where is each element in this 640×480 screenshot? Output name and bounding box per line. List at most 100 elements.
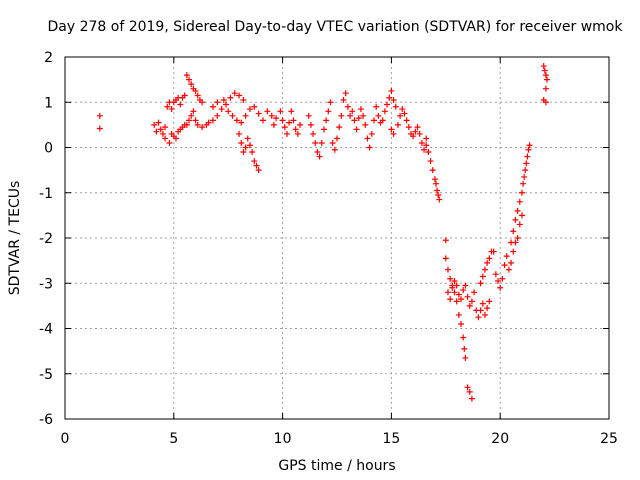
data-point (447, 275, 454, 282)
data-point (444, 266, 451, 273)
data-point (423, 135, 430, 142)
chart-title: Day 278 of 2019, Sidereal Day-to-day VTE… (48, 19, 624, 35)
data-point (355, 115, 362, 122)
data-point (279, 117, 286, 124)
data-point (427, 158, 434, 165)
y-tick-label: 2 (44, 50, 53, 66)
data-point (183, 121, 190, 128)
data-point (246, 142, 253, 149)
data-point (460, 334, 467, 341)
data-point (384, 101, 391, 108)
data-point (327, 99, 334, 106)
data-point (188, 112, 195, 119)
data-point (464, 293, 471, 300)
data-point (364, 135, 371, 142)
data-point (347, 112, 354, 119)
grid-lines (65, 57, 609, 419)
data-point (503, 253, 510, 260)
data-point (484, 259, 491, 266)
data-point (418, 139, 425, 146)
data-point (453, 298, 460, 305)
data-point (351, 117, 358, 124)
data-point (526, 142, 533, 149)
x-tick-label: 0 (61, 431, 70, 447)
data-point (455, 291, 462, 298)
data-point (246, 106, 253, 113)
data-point (375, 112, 382, 119)
data-point (310, 130, 317, 137)
data-point (460, 287, 467, 294)
data-point (153, 128, 160, 135)
data-point (172, 135, 179, 142)
data-point (490, 248, 497, 255)
data-point (390, 96, 397, 103)
data-point (451, 277, 458, 284)
data-point (421, 146, 428, 153)
data-point (522, 167, 529, 174)
y-tick-label: 1 (44, 95, 53, 111)
data-point (268, 112, 275, 119)
data-point (227, 94, 234, 101)
data-point (405, 124, 412, 131)
x-axis-label: GPS time / hours (278, 458, 395, 474)
data-point (394, 121, 401, 128)
x-tick-label: 25 (600, 431, 618, 447)
data-point (401, 110, 408, 117)
y-tick-label: -4 (39, 322, 53, 338)
data-point (484, 305, 491, 312)
data-point (516, 198, 523, 205)
y-tick-label: -3 (39, 276, 53, 292)
data-point (168, 106, 175, 113)
data-point (214, 99, 221, 106)
data-point (236, 92, 243, 99)
data-point (194, 92, 201, 99)
data-point (475, 314, 482, 321)
data-point (379, 117, 386, 124)
data-point (542, 85, 549, 92)
data-point (434, 187, 441, 194)
data-point (461, 345, 468, 352)
y-tick-label: -2 (39, 231, 53, 247)
data-point (495, 277, 502, 284)
data-point (360, 112, 367, 119)
plot-frame (64, 56, 610, 420)
y-tick-label: -1 (39, 186, 53, 202)
data-point (510, 248, 517, 255)
data-point (157, 126, 164, 133)
data-point (433, 180, 440, 187)
data-point (192, 117, 199, 124)
data-point (462, 354, 469, 361)
data-point (270, 121, 277, 128)
data-point (412, 128, 419, 135)
data-point (436, 196, 443, 203)
data-point (164, 103, 171, 110)
data-point (416, 130, 423, 137)
data-point (462, 282, 469, 289)
data-point (486, 255, 493, 262)
data-point (323, 117, 330, 124)
data-point (199, 99, 206, 106)
data-point (423, 142, 430, 149)
data-point (399, 106, 406, 113)
data-point (260, 117, 267, 124)
data-point (403, 117, 410, 124)
data-point (229, 112, 236, 119)
x-tick-label: 10 (274, 431, 292, 447)
data-point (520, 180, 527, 187)
data-point (166, 139, 173, 146)
data-point (325, 108, 332, 115)
data-point (329, 139, 336, 146)
data-point (514, 235, 521, 241)
data-point (514, 207, 521, 214)
data-point (392, 103, 399, 110)
data-point (481, 266, 488, 273)
data-point (521, 173, 528, 180)
data-point (238, 119, 245, 126)
data-point (96, 112, 103, 119)
data-point (388, 87, 395, 94)
data-point (155, 119, 162, 126)
data-point (283, 130, 290, 137)
tick-labels: 0 5 10 15 20 25 -6 -5 -4 -3 -2 -1 0 1 2 (39, 50, 618, 447)
data-point (183, 72, 190, 79)
